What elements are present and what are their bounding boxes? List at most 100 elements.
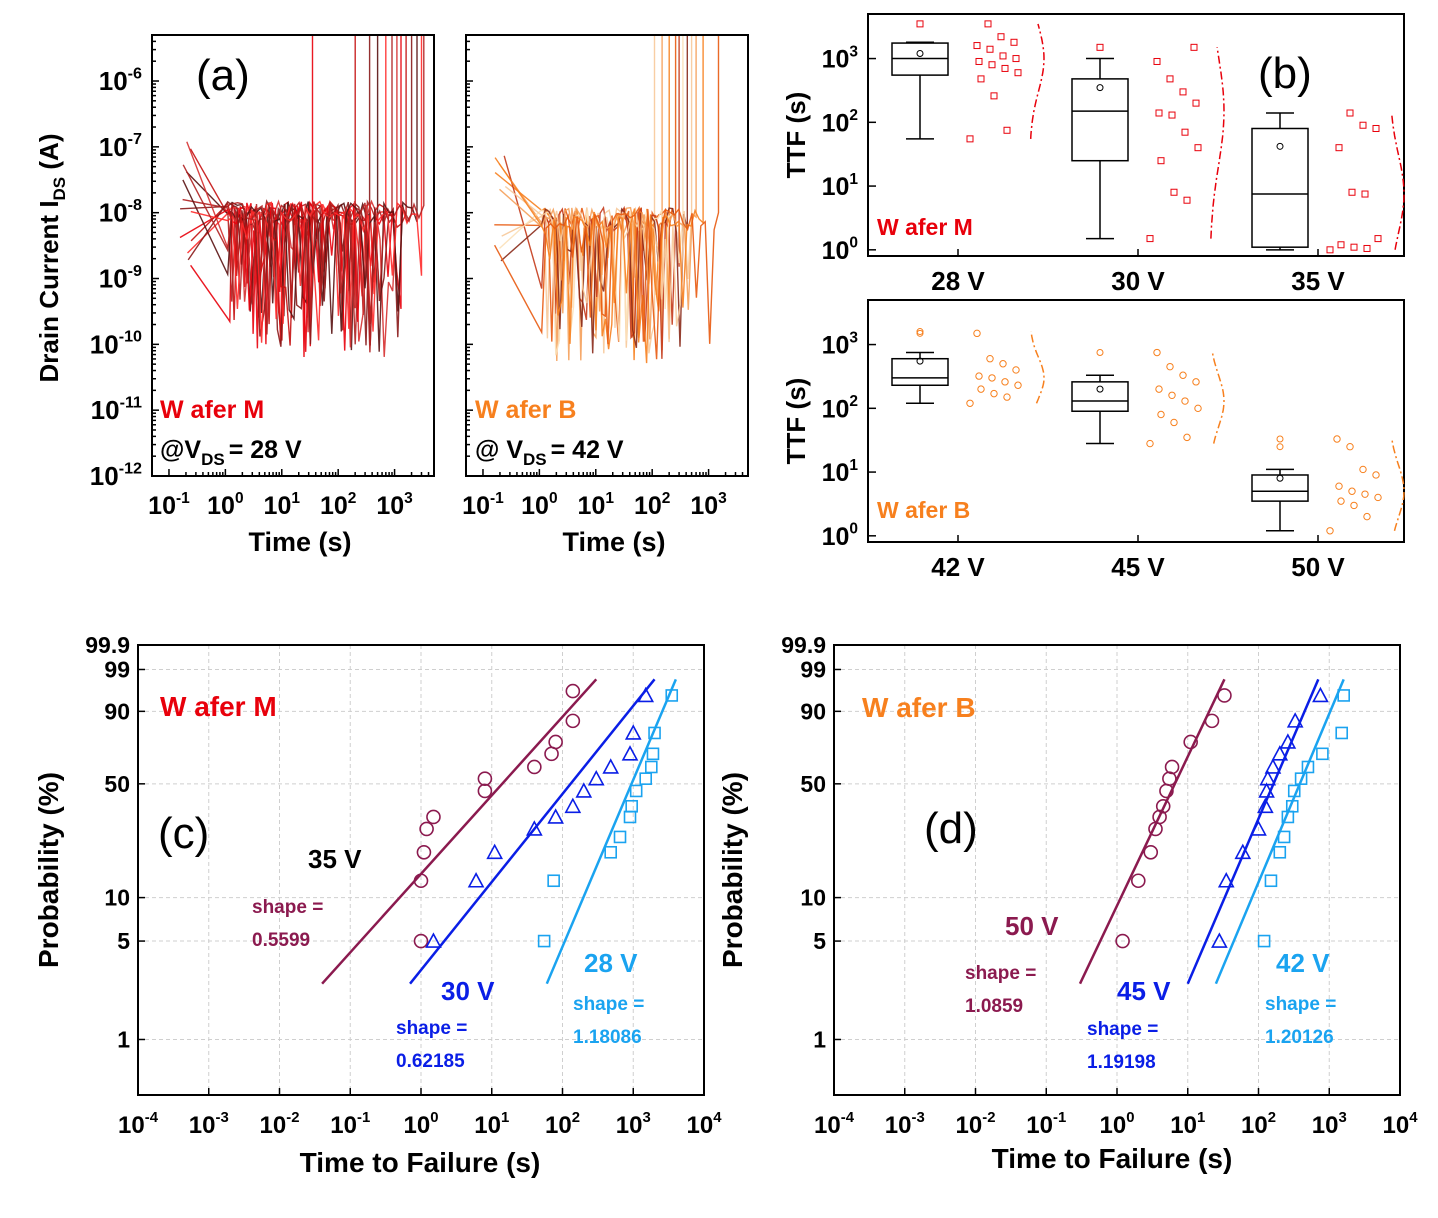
- data-point: [1194, 144, 1202, 152]
- data-point: [966, 399, 974, 407]
- current-trace: [182, 35, 425, 353]
- x-tick-label: 104: [687, 1110, 723, 1139]
- shape-label: shape =: [965, 963, 1036, 984]
- a-xlabel-left: Time (s): [248, 527, 351, 557]
- y-tick-label: 102: [822, 107, 858, 137]
- data-point-square: [1316, 747, 1329, 761]
- wafer-m-traces: [179, 35, 425, 358]
- condition-42v: @ VDS = 42 V: [475, 436, 624, 469]
- data-point-triangle: [486, 843, 504, 860]
- y-tick-label: 99.9: [85, 632, 130, 658]
- data-point-triangle: [1259, 769, 1277, 786]
- data-point: [1170, 188, 1178, 196]
- data-point-circle: [416, 844, 432, 860]
- data-point: [1014, 69, 1022, 77]
- d-wafer-label: W afer B: [862, 692, 976, 723]
- current-trace: [186, 35, 398, 357]
- panel-b: 103 102 101 100 28 V 30 V 35 V 103 102 101 100 42 V…: [781, 13, 1405, 582]
- y-tick-label: 101: [822, 171, 859, 201]
- b-wafer-m-label: W afer M: [877, 214, 973, 240]
- data-point-triangle: [621, 745, 639, 761]
- x-tick-label: 10-2: [956, 1110, 996, 1139]
- box: [891, 357, 949, 387]
- y-tick-label: 10-9: [99, 262, 142, 294]
- x-tick-label: 10-1: [1026, 1110, 1066, 1139]
- x-tick-label: 103: [376, 490, 413, 520]
- y-tick-label: 5: [117, 928, 130, 954]
- data-point: [1168, 391, 1176, 400]
- data-point-circle: [1162, 771, 1177, 786]
- distribution-curve: [1210, 47, 1225, 239]
- condition-28v: @VDS = 28 V: [160, 436, 302, 469]
- data-point: [1192, 99, 1200, 107]
- data-point: [1012, 366, 1020, 374]
- outlier-marker: [916, 328, 924, 336]
- data-point: [1155, 385, 1163, 393]
- data-point-circle: [1115, 933, 1130, 949]
- y-tick-label: 103: [822, 329, 859, 359]
- data-point: [1001, 378, 1009, 386]
- data-point-square: [1294, 772, 1308, 785]
- data-point-circle: [419, 821, 434, 837]
- y-tick-label: 10-8: [99, 196, 142, 228]
- data-point-circle: [1143, 844, 1159, 860]
- distribution-curve: [1211, 352, 1225, 444]
- current-trace: [187, 35, 413, 346]
- data-point-circle: [544, 746, 559, 762]
- data-point-triangle: [1279, 733, 1297, 749]
- data-point: [1350, 243, 1358, 251]
- data-point-square: [547, 874, 560, 888]
- x-tick-label: 10-3: [885, 1110, 925, 1139]
- box: [1071, 78, 1129, 162]
- data-point-square: [1287, 784, 1301, 798]
- x-tick-label: 10-4: [814, 1110, 855, 1139]
- data-point-square: [646, 747, 660, 761]
- data-point: [1157, 157, 1165, 165]
- box: [1071, 381, 1129, 412]
- current-trace: [493, 35, 720, 360]
- series-name: 30 V: [441, 976, 495, 1006]
- y-tick-label: 100: [822, 521, 858, 551]
- series-name: 42 V: [1276, 948, 1330, 978]
- data-point-triangle: [1264, 758, 1282, 774]
- y-tick-label: 5: [813, 928, 826, 954]
- data-point: [1183, 196, 1191, 204]
- panel-c-label: (c): [158, 809, 209, 858]
- data-point-square: [537, 934, 551, 948]
- data-point-triangle: [1250, 820, 1267, 836]
- data-point: [1359, 121, 1367, 129]
- x-tick-label: 102: [634, 490, 670, 520]
- y-tick-label: 101: [822, 457, 859, 487]
- y-tick-label: 99: [104, 656, 130, 682]
- distribution-curve: [1390, 112, 1405, 250]
- x-tick-label: 101: [264, 490, 301, 520]
- y-tick-label: 99.9: [781, 632, 826, 658]
- data-point-triangle: [1217, 872, 1235, 888]
- panel-a-label: (a): [196, 51, 250, 100]
- data-point: [1363, 244, 1371, 252]
- y-tick-label: 1: [813, 1026, 826, 1052]
- data-point: [1337, 497, 1345, 505]
- data-point: [977, 75, 985, 83]
- data-point: [1372, 471, 1380, 479]
- box: [1251, 127, 1309, 248]
- data-point: [1335, 482, 1343, 490]
- category-label: 50 V: [1291, 552, 1345, 582]
- data-point-triangle: [425, 932, 442, 948]
- x-tick-label: 100: [207, 490, 243, 520]
- data-point-square: [1264, 874, 1278, 888]
- data-point-triangle: [1257, 797, 1274, 814]
- data-point: [988, 61, 996, 69]
- data-point-circle: [1217, 688, 1232, 703]
- data-point: [975, 372, 983, 380]
- data-point-circle: [1183, 734, 1198, 750]
- data-point-circle: [565, 683, 581, 699]
- shape-value: 1.0859: [965, 996, 1023, 1017]
- c-ylabel: Probability (%): [33, 772, 64, 968]
- data-point: [997, 33, 1005, 41]
- y-tick-label: 50: [800, 771, 826, 797]
- shape-label: shape =: [1265, 994, 1336, 1015]
- data-point-circle: [477, 783, 493, 799]
- fit-line: [545, 678, 677, 985]
- data-point-square: [613, 830, 627, 844]
